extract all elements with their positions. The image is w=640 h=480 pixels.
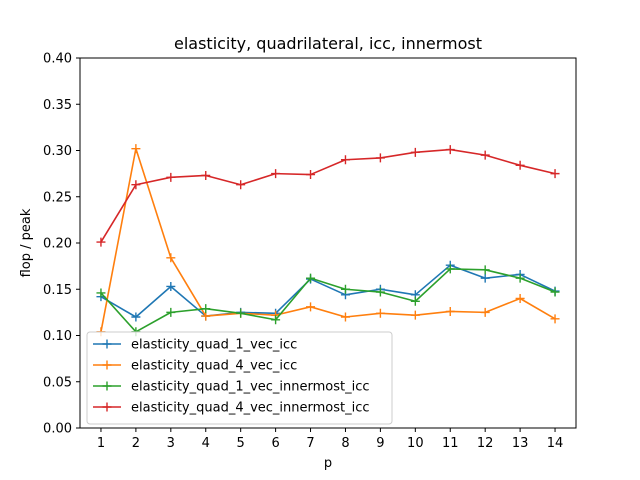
series-line [100, 147, 556, 332]
x-axis-ticks: 1 2 3 4 5 6 7 8 9 10 11 12 13 14 [97, 428, 563, 451]
data-point-marker [375, 308, 385, 318]
x-tick-label: 4 [202, 436, 210, 451]
legend-item: elasticity_quad_4_vec_icc [93, 359, 297, 374]
data-point-marker [236, 180, 246, 190]
data-point-marker [340, 312, 350, 322]
legend-marker [102, 381, 112, 391]
data-point-marker [410, 310, 420, 320]
series-4 [96, 145, 560, 247]
data-point-marker [550, 287, 560, 297]
data-point-marker [131, 312, 141, 322]
legend-marker [102, 339, 112, 349]
x-axis-label: p [324, 456, 332, 471]
data-point-marker [375, 153, 385, 163]
data-point-marker [445, 145, 455, 155]
x-tick-label: 11 [442, 436, 459, 451]
x-tick-label: 8 [341, 436, 349, 451]
data-point-marker [201, 304, 211, 314]
legend-box [86, 331, 393, 425]
data-point-marker [166, 307, 176, 317]
data-point-marker [445, 306, 455, 316]
series-line [100, 148, 556, 243]
plot-area-frame [79, 57, 577, 429]
data-point-marker [515, 294, 525, 303]
data-point-marker [550, 314, 560, 324]
data-point-marker [340, 284, 350, 294]
legend: elasticity_quad_1_vec_icc elasticity_quad… [86, 331, 393, 425]
x-tick-label: 7 [306, 436, 314, 451]
x-tick-label: 6 [271, 436, 279, 451]
data-point-marker [96, 237, 106, 247]
legend-marker [102, 402, 112, 412]
legend-marker [102, 360, 112, 370]
data-point-marker [410, 296, 420, 306]
data-point-marker [306, 170, 316, 180]
data-point-marker [515, 273, 525, 283]
series-line [100, 268, 556, 333]
data-point-marker [131, 180, 141, 190]
y-tick-label: 0.20 [43, 237, 72, 252]
legend-label: elasticity_quad_4_vec_innermost_icc [131, 401, 370, 416]
data-point-marker [410, 147, 420, 157]
data-point-marker [550, 169, 560, 179]
x-tick-label: 9 [376, 436, 384, 451]
data-point-marker [271, 315, 281, 325]
data-point-marker [271, 169, 281, 179]
x-tick-label: 1 [97, 436, 105, 451]
y-tick-label: 0.10 [43, 329, 72, 344]
y-tick-label: 0.15 [43, 283, 72, 298]
data-point-marker [480, 150, 490, 160]
data-point-marker [306, 273, 316, 283]
x-tick-label: 10 [407, 436, 424, 451]
legend-item: elasticity_quad_1_vec_icc [93, 338, 297, 353]
data-point-marker [96, 288, 106, 298]
y-axis-label: flop / peak [19, 208, 34, 277]
data-point-marker [166, 172, 176, 182]
data-point-marker [340, 155, 350, 165]
y-tick-label: 0.30 [43, 144, 72, 159]
x-tick-label: 3 [167, 436, 175, 451]
data-point-marker [480, 307, 490, 317]
data-point-marker [201, 170, 211, 180]
y-tick-label: 0.35 [43, 98, 72, 113]
legend-label: elasticity_quad_1_vec_innermost_icc [131, 380, 370, 395]
series-line [100, 264, 556, 318]
data-point-marker [480, 265, 490, 275]
data-point-marker [515, 160, 525, 170]
data-point-marker [480, 273, 490, 283]
legend-item: elasticity_quad_1_vec_innermost_icc [93, 380, 370, 395]
y-axis-ticks: 0.00 0.05 0.10 0.15 0.20 0.25 0.30 0.35 0.40 [43, 52, 80, 437]
data-point-marker [131, 144, 141, 154]
legend-label: elasticity_quad_1_vec_icc [131, 338, 297, 353]
data-point-marker [445, 264, 455, 274]
series-layer [96, 144, 560, 337]
x-tick-label: 12 [477, 436, 494, 451]
x-tick-label: 13 [512, 436, 529, 451]
legend-item: elasticity_quad_4_vec_innermost_icc [93, 401, 370, 416]
x-tick-label: 14 [547, 436, 564, 451]
data-point-marker [375, 287, 385, 297]
data-point-marker [306, 302, 316, 312]
y-tick-label: 0.00 [43, 422, 72, 437]
y-tick-label: 0.05 [43, 375, 72, 390]
x-tick-label: 2 [132, 436, 140, 451]
y-tick-label: 0.25 [43, 190, 72, 205]
series-3 [96, 264, 560, 337]
data-point-marker [166, 253, 176, 263]
legend-label: elasticity_quad_4_vec_icc [131, 359, 297, 374]
data-point-marker [236, 308, 246, 318]
chart-title: elasticity, quadrilateral, icc, innermos… [174, 34, 482, 53]
y-tick-label: 0.40 [43, 52, 72, 67]
x-tick-label: 5 [237, 436, 245, 451]
data-point-marker [166, 281, 176, 291]
